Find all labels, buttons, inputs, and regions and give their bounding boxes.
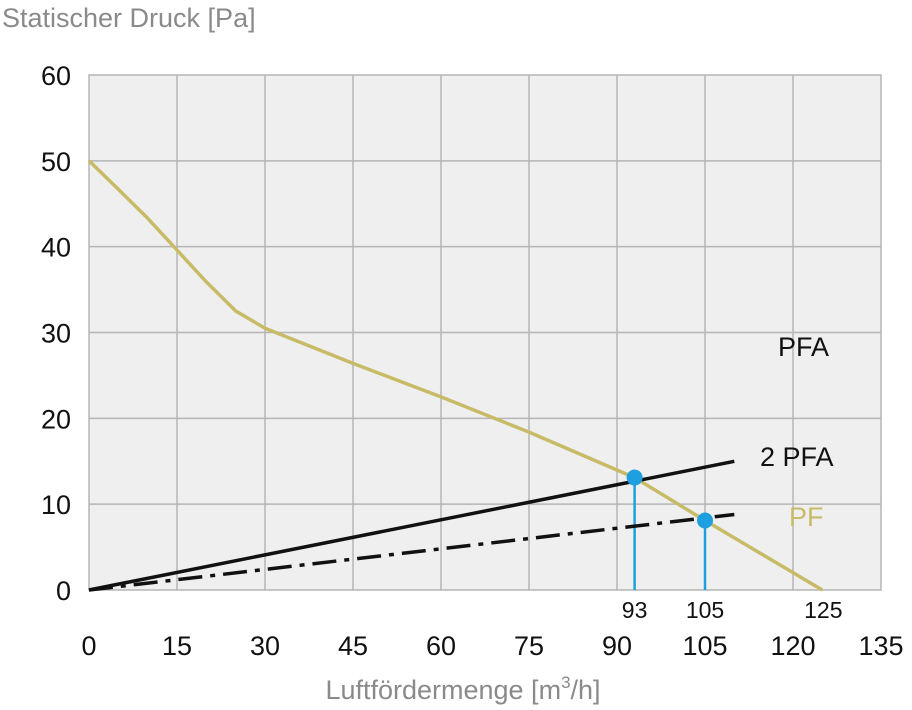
x-annotation-93: 93 — [622, 597, 648, 623]
x-tick-label-90: 90 — [602, 631, 632, 661]
y-tick-label-50: 50 — [41, 147, 71, 177]
x-tick-label-0: 0 — [81, 631, 96, 661]
operating-point-markers — [626, 469, 713, 529]
series-label-pfa: PFA — [778, 332, 829, 362]
y-tick-label-10: 10 — [41, 490, 71, 520]
x-annotation-125: 125 — [804, 597, 842, 623]
x-tick-label-60: 60 — [426, 631, 456, 661]
grid — [89, 75, 881, 590]
x-axis-title-superscript: 3 — [561, 673, 570, 692]
y-tick-label-30: 30 — [41, 319, 71, 349]
x-value-annotations: 93 105 125 — [622, 597, 843, 623]
x-tick-label-75: 75 — [514, 631, 544, 661]
x-tick-label-135: 135 — [858, 631, 903, 661]
y-axis-title: Statischer Druck [Pa] — [2, 3, 256, 33]
x-tick-label-120: 120 — [770, 631, 815, 661]
x-tick-label-15: 15 — [162, 631, 192, 661]
x-tick-label-105: 105 — [682, 631, 727, 661]
x-annotation-105: 105 — [686, 597, 724, 623]
operating-point-marker-105 — [697, 512, 713, 529]
operating-point-guides — [633, 477, 707, 590]
x-axis-title-tail: /h] — [571, 675, 601, 705]
x-axis-title: Luftfördermenge [m3/h] — [325, 673, 600, 705]
y-axis-ticks: 0 10 20 30 40 50 60 — [41, 61, 71, 606]
x-tick-label-30: 30 — [250, 631, 280, 661]
y-tick-label-60: 60 — [41, 61, 71, 91]
x-tick-label-45: 45 — [338, 631, 368, 661]
series-label-pf: PF — [789, 502, 824, 532]
operating-point-marker-93 — [626, 469, 643, 486]
y-tick-label-40: 40 — [41, 233, 71, 263]
x-axis-title-main: Luftfördermenge [m — [325, 675, 561, 705]
series-label-2pfa: 2 PFA — [760, 442, 834, 472]
series-line-2pfa — [88, 459, 735, 592]
x-axis-ticks: 0 15 30 45 60 75 90 105 120 135 — [81, 631, 903, 661]
series-line-pfa — [88, 512, 735, 592]
y-tick-label-20: 20 — [41, 404, 71, 434]
y-tick-label-0: 0 — [56, 576, 71, 606]
